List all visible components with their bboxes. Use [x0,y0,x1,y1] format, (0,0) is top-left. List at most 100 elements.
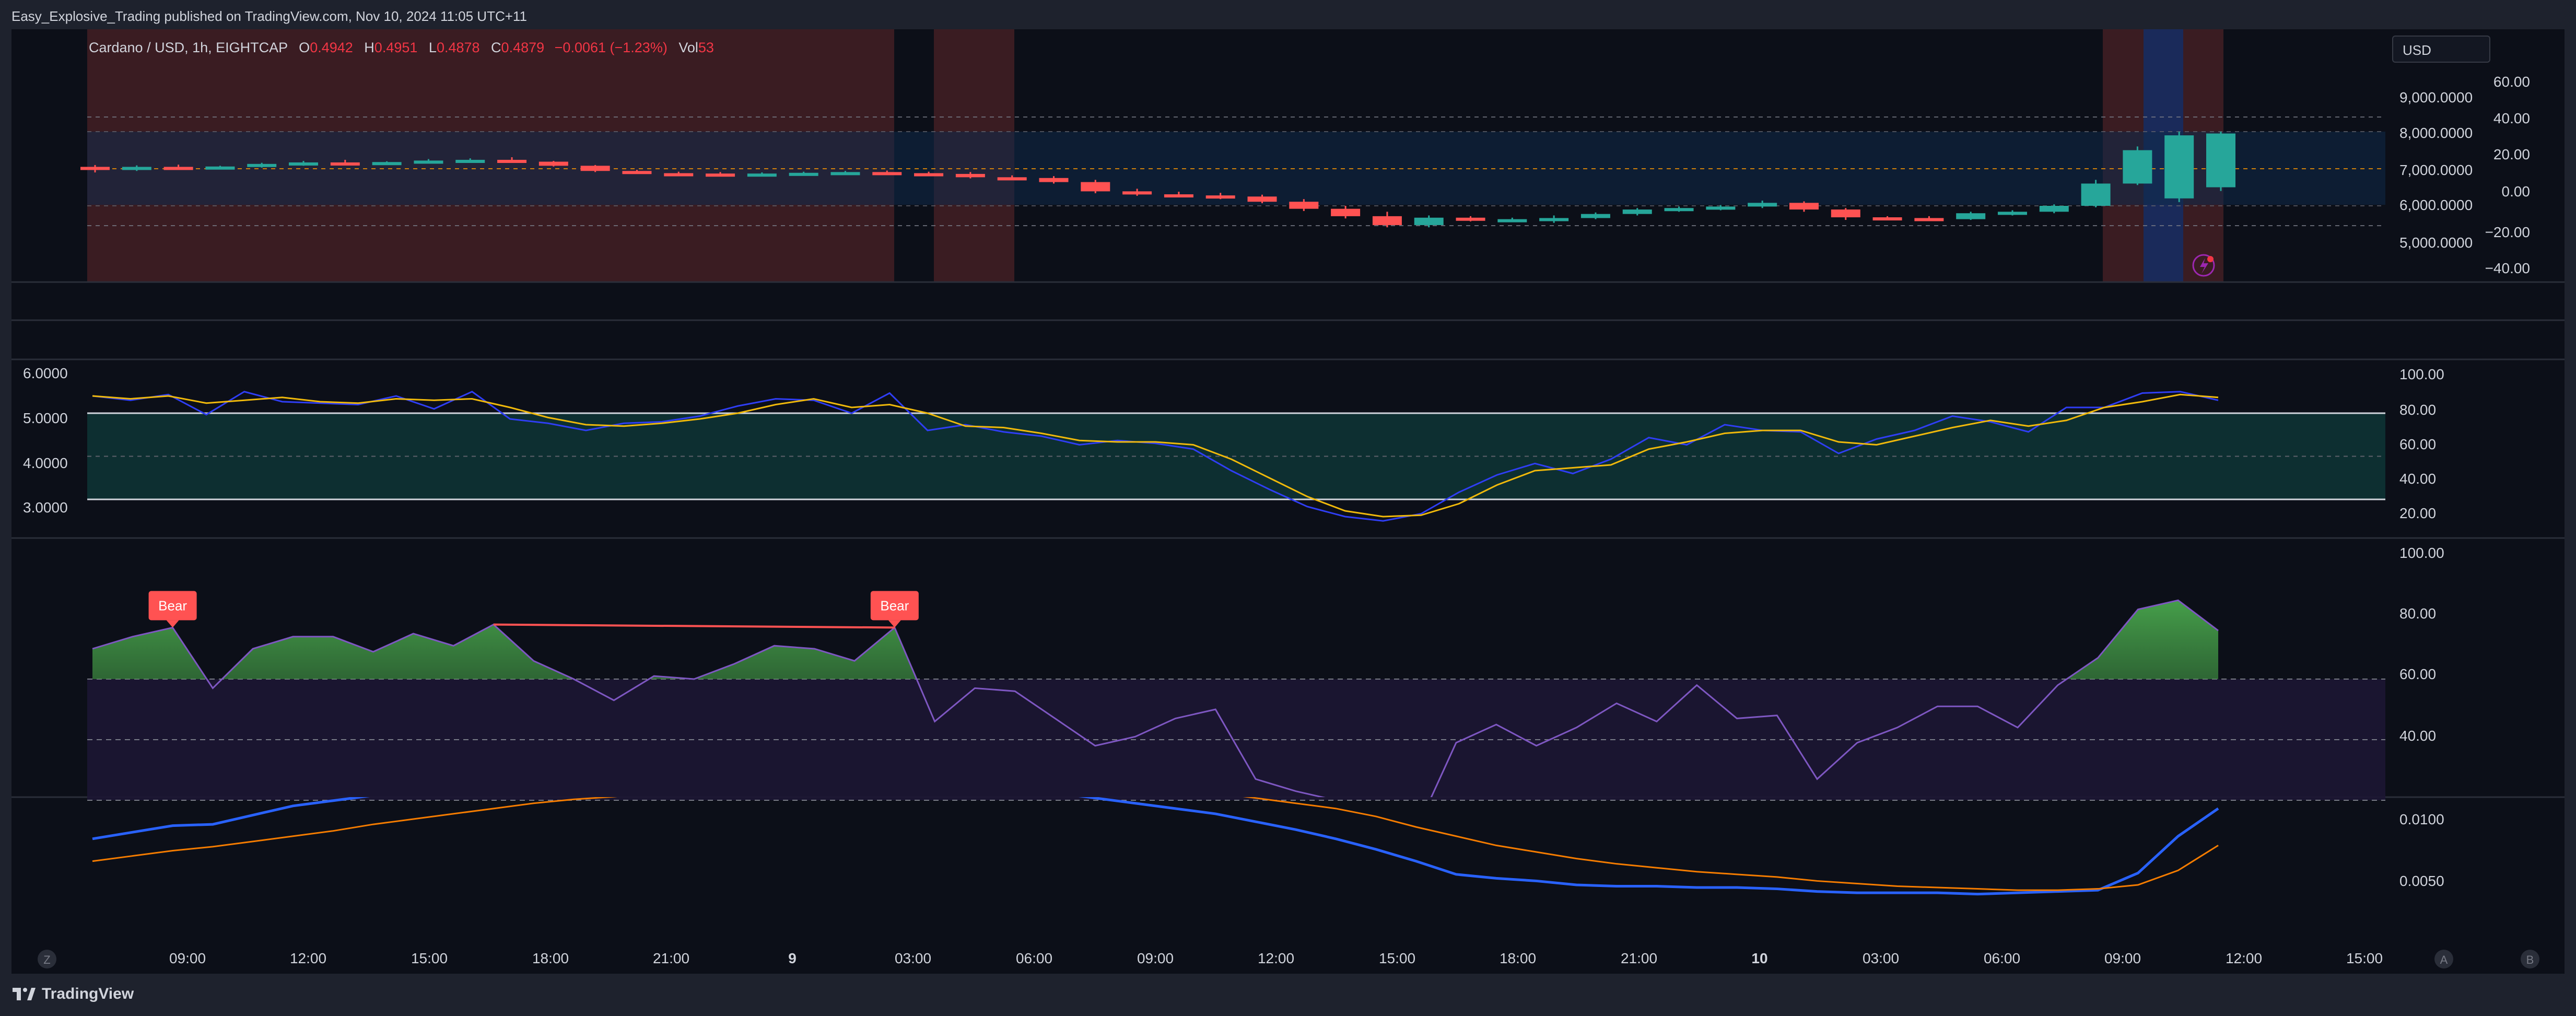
time-axis-label[interactable]: 03:00 [1863,950,1899,966]
currency-button[interactable]: USD [2392,36,2490,63]
candle-body[interactable] [455,159,485,163]
time-axis-label[interactable]: 18:00 [532,950,569,966]
candle-body[interactable] [997,177,1027,181]
time-axis[interactable]: 09:00 12:00 15:00 18:00 21:00 9 03:00 06:00 09:0… [38,950,2539,968]
publish-bar: Easy_Explosive_Trading published on Trad… [0,0,2576,29]
candle-body[interactable] [2039,206,2069,212]
log-scale-button-label[interactable]: B [2526,953,2534,966]
chart-frame[interactable]: Bear Bear 60.00 40.00 20.00 0.00 −20.00 −40.00… [11,29,2565,974]
stoch-left-axis-label: 6.0000 [23,365,68,381]
bear-label[interactable]: Bear [148,591,197,628]
candle-body[interactable] [1289,202,1319,209]
moving-average-pane[interactable] [92,773,2219,896]
candle-body[interactable] [122,167,151,170]
auto-scale-button-bg[interactable] [2434,950,2453,968]
time-axis-label[interactable]: 12:00 [290,950,326,966]
time-axis-label[interactable]: 9 [788,950,797,966]
candle-body[interactable] [414,160,443,164]
candle-body[interactable] [2206,133,2235,188]
candle-body[interactable] [330,162,360,166]
symbol-legend[interactable]: Cardano / USD, 1h, EIGHTCAP O0.4942 H0.4… [89,40,714,56]
candle-body[interactable] [830,172,860,176]
candle-body[interactable] [1164,194,1193,197]
price-pane[interactable] [80,116,2385,228]
time-axis-label[interactable]: 06:00 [1984,950,2020,966]
time-axis-label[interactable]: 21:00 [1621,950,1657,966]
candle-body[interactable] [914,173,944,177]
candle-body[interactable] [1039,178,1069,182]
candle-body[interactable] [1331,208,1361,216]
candle-body[interactable] [1706,206,1736,210]
candle-body[interactable] [622,171,652,174]
chart-canvas[interactable]: Bear Bear 60.00 40.00 20.00 0.00 −20.00 −40.00… [11,29,2565,974]
time-axis-label[interactable]: 21:00 [653,950,689,966]
candle-body[interactable] [205,166,235,170]
candle-body[interactable] [163,167,193,170]
candle-body[interactable] [289,162,319,166]
candle-body[interactable] [747,173,777,177]
candle-body[interactable] [1372,216,1402,225]
candle-body[interactable] [80,167,110,170]
bear-label[interactable]: Bear [870,591,919,628]
time-axis-label[interactable]: 09:00 [169,950,206,966]
candle-body[interactable] [706,173,735,177]
time-axis-label[interactable]: 15:00 [2346,950,2383,966]
candle-body[interactable] [1622,209,1652,214]
candle-body[interactable] [1748,203,1777,207]
candle-body[interactable] [2081,183,2111,206]
time-axis-label[interactable]: 03:00 [895,950,931,966]
reset-zoom-button[interactable]: Z [38,950,56,968]
log-scale-button-bg[interactable] [2521,950,2539,968]
candle-body[interactable] [1081,182,1110,192]
lightning-icon[interactable] [2192,254,2215,277]
ma-fast-line [92,797,2219,896]
reset-zoom-button-bg[interactable] [38,950,56,968]
candle-body[interactable] [538,161,568,166]
symbol-name[interactable]: Cardano / USD, 1h, EIGHTCAP [89,40,288,55]
candle-body[interactable] [1205,195,1235,199]
candle-body[interactable] [1456,217,1485,221]
time-axis-label[interactable]: 12:00 [1258,950,1294,966]
candle-body[interactable] [1831,209,1860,218]
candle-body[interactable] [1497,219,1527,223]
candle-body[interactable] [372,162,402,166]
bear-label-box[interactable] [148,591,197,621]
candle-body[interactable] [1122,191,1152,195]
log-scale-button[interactable]: B [2521,950,2539,968]
candle-body[interactable] [2123,150,2152,184]
time-axis-label[interactable]: 12:00 [2226,950,2262,966]
candle-body[interactable] [1247,196,1277,202]
candle-body[interactable] [2164,135,2194,198]
candle-body[interactable] [1580,214,1610,218]
time-axis-label[interactable]: 18:00 [1500,950,1536,966]
auto-scale-button-label[interactable]: A [2440,953,2448,966]
candle-body[interactable] [1914,218,1944,221]
candle-body[interactable] [1789,203,1819,210]
reset-zoom-button-label[interactable]: Z [43,953,50,966]
candle-body[interactable] [664,173,694,177]
time-axis-label[interactable]: 10 [1751,950,1767,966]
time-axis-label[interactable]: 06:00 [1016,950,1052,966]
stoch-left-axis-label: 4.0000 [23,455,68,471]
candle-body[interactable] [872,172,902,176]
time-axis-label[interactable]: 09:00 [1137,950,1174,966]
candle-body[interactable] [1539,218,1569,221]
candle-body[interactable] [1414,217,1444,225]
candle-body[interactable] [1664,208,1694,212]
candle-body[interactable] [955,173,985,178]
rsi-pane[interactable]: Bear Bear [87,591,2385,832]
candle-body[interactable] [1956,213,1986,219]
tradingview-logo[interactable]: TradingView [11,985,134,1003]
candle-body[interactable] [789,172,818,176]
candle-body[interactable] [247,164,277,167]
candle-body[interactable] [1872,217,1902,221]
bear-label-box[interactable] [870,591,919,621]
candle-body[interactable] [580,166,610,171]
stochastic-pane[interactable] [87,391,2385,522]
time-axis-label[interactable]: 09:00 [2104,950,2141,966]
candle-body[interactable] [1997,212,2027,215]
auto-scale-button[interactable]: A [2434,950,2453,968]
candle-body[interactable] [497,159,527,163]
time-axis-label[interactable]: 15:00 [411,950,448,966]
time-axis-label[interactable]: 15:00 [1379,950,1415,966]
